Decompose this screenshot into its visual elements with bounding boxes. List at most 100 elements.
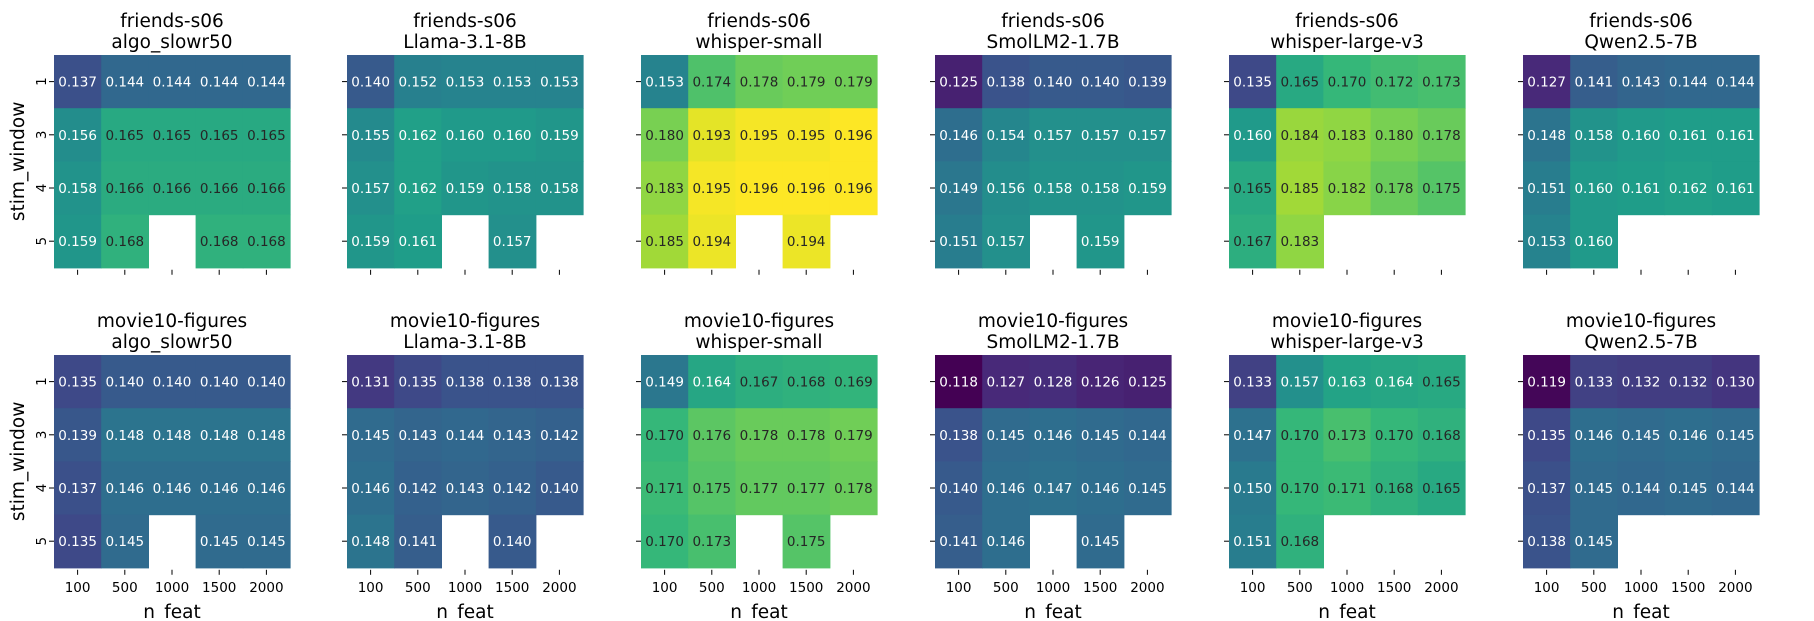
- cell-value-label: 0.141: [939, 534, 978, 550]
- panel-title-model: Qwen2.5-7B: [1584, 32, 1697, 53]
- cell-value-label: 0.158: [1034, 181, 1073, 197]
- cell-value-label: 0.137: [58, 481, 97, 497]
- heatmap-cell: [394, 161, 442, 216]
- heatmap-cell: [347, 355, 395, 409]
- y-tick-label: 1: [34, 377, 50, 386]
- heatmap-cell: [688, 408, 736, 462]
- heatmap-cell: [1229, 408, 1277, 462]
- heatmap-cell: [1123, 461, 1172, 516]
- cell-value-label: 0.148: [153, 428, 192, 444]
- heatmap-cell: [1276, 108, 1324, 162]
- x-tick-label: 500: [699, 580, 725, 596]
- heatmap-cell: [982, 514, 1030, 569]
- heatmap-cell: [488, 214, 537, 269]
- heatmap-cell: [1370, 461, 1419, 516]
- cell-value-label: 0.165: [1422, 481, 1461, 497]
- y-tick-label: 3: [34, 431, 50, 440]
- heatmap-cell: [101, 161, 149, 216]
- x-tick-label: 1500: [1083, 580, 1117, 596]
- heatmap-cell: [101, 461, 149, 516]
- cell-value-label: 0.170: [645, 428, 684, 444]
- cell-value-label: 0.159: [351, 234, 390, 250]
- heatmap-cell: [688, 461, 736, 516]
- heatmap-cell: [441, 108, 490, 162]
- cell-value-label: 0.140: [153, 375, 192, 391]
- heatmap-cell: [935, 55, 983, 109]
- heatmap-cell: [101, 214, 149, 269]
- cell-value-label: 0.196: [834, 128, 873, 144]
- heatmap-cell: [54, 161, 102, 216]
- cell-value-label: 0.135: [1233, 75, 1272, 91]
- heatmap-cell: [1323, 55, 1372, 109]
- heatmap-cell: [242, 108, 291, 162]
- heatmap-cell: [982, 461, 1030, 516]
- x-tick-label: 1500: [495, 580, 529, 596]
- panel-title-model: SmolLM2-1.7B: [986, 32, 1119, 53]
- heatmap-cell: [54, 355, 102, 409]
- heatmap-cell: [1123, 108, 1172, 162]
- cell-value-label: 0.140: [1034, 75, 1073, 91]
- heatmap-cell: [535, 161, 584, 216]
- heatmap-cell: [1029, 461, 1078, 516]
- x-tick-label: 100: [946, 580, 972, 596]
- cell-value-label: 0.159: [1081, 234, 1120, 250]
- cell-value-label: 0.157: [986, 234, 1025, 250]
- heatmap-cell: [148, 355, 197, 409]
- cell-value-label: 0.140: [939, 481, 978, 497]
- heatmap-cell: [1076, 408, 1125, 462]
- heatmap-cell: [641, 514, 689, 569]
- cell-value-label: 0.148: [247, 428, 286, 444]
- heatmap-cell: [641, 408, 689, 462]
- cell-value-label: 0.166: [247, 181, 286, 197]
- cell-value-label: 0.142: [540, 428, 579, 444]
- heatmap-cell: [782, 408, 831, 462]
- cell-value-label: 0.165: [1422, 375, 1461, 391]
- cell-value-label: 0.158: [58, 181, 97, 197]
- cell-value-label: 0.173: [692, 534, 731, 550]
- heatmap-cell: [1276, 461, 1324, 516]
- heatmap-cell: [1523, 355, 1571, 409]
- heatmap-cell: [935, 214, 983, 269]
- heatmap-cell: [782, 55, 831, 109]
- panel-title-model: whisper-small: [695, 332, 822, 353]
- x-axis-label: n_feat: [1612, 602, 1669, 621]
- heatmap-cell: [441, 161, 490, 216]
- x-axis-label: n_feat: [1318, 602, 1375, 621]
- heatmap-cell: [195, 55, 244, 109]
- heatmap-cell: [688, 55, 736, 109]
- heatmap-cell: [735, 108, 784, 162]
- panel-title-model: Qwen2.5-7B: [1584, 332, 1697, 353]
- cell-value-label: 0.169: [834, 375, 873, 391]
- x-tick-label: 1000: [1330, 580, 1364, 596]
- heatmap-cell: [688, 355, 736, 409]
- cell-value-label: 0.179: [787, 75, 826, 91]
- cell-value-label: 0.157: [1081, 128, 1120, 144]
- heatmap-cell: [982, 214, 1030, 269]
- cell-value-label: 0.167: [740, 375, 779, 391]
- cell-value-label: 0.146: [351, 481, 390, 497]
- heatmap-cell: [688, 161, 736, 216]
- cell-value-label: 0.150: [1233, 481, 1272, 497]
- cell-value-label: 0.135: [58, 534, 97, 550]
- cell-value-label: 0.168: [200, 234, 239, 250]
- cell-value-label: 0.160: [493, 128, 532, 144]
- heatmap-cell: [1229, 214, 1277, 269]
- cell-value-label: 0.153: [493, 75, 532, 91]
- panel-title-dataset: movie10-figures: [978, 311, 1128, 332]
- cell-value-label: 0.159: [1128, 181, 1167, 197]
- x-tick-label: 500: [1287, 580, 1313, 596]
- heatmap-cell: [1323, 461, 1372, 516]
- cell-value-label: 0.144: [105, 75, 144, 91]
- y-axis-label: stim_window: [8, 102, 29, 222]
- cell-value-label: 0.125: [1128, 375, 1167, 391]
- heatmap-cell: [1229, 514, 1277, 569]
- heatmap-cell: [935, 355, 983, 409]
- heatmap-cell: [1617, 355, 1666, 409]
- cell-value-label: 0.157: [493, 234, 532, 250]
- cell-value-label: 0.146: [1081, 481, 1120, 497]
- heatmap-cell: [1617, 161, 1666, 216]
- heatmap-cell: [1370, 161, 1419, 216]
- cell-value-label: 0.164: [1375, 375, 1414, 391]
- cell-value-label: 0.145: [1622, 428, 1661, 444]
